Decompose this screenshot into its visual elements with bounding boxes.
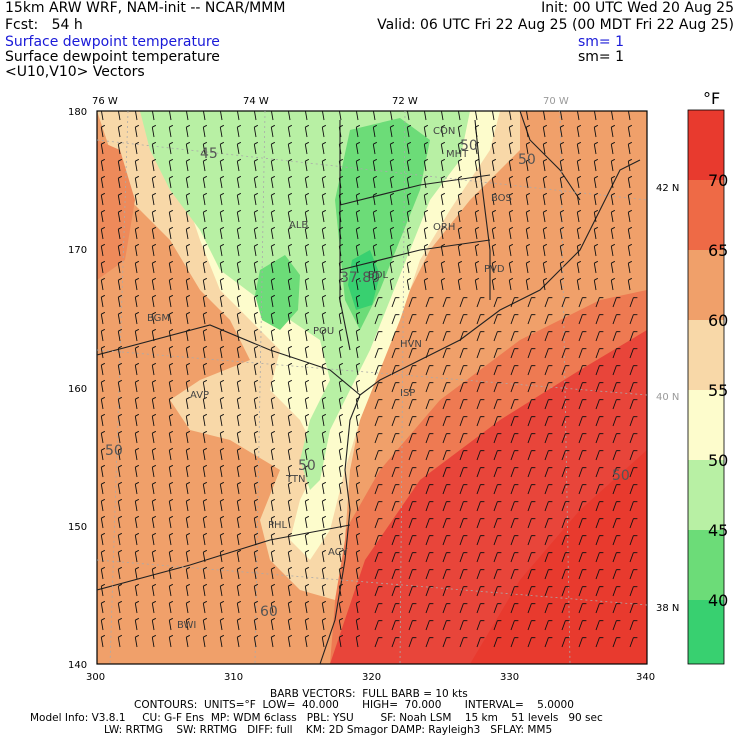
city-label: BOS <box>491 193 512 204</box>
forecast-hour: Fcst: 54 h <box>5 17 83 33</box>
city-label: AVP <box>190 390 209 401</box>
city-label: BDL <box>368 270 389 281</box>
colorbar-swatch <box>688 320 724 390</box>
contour-label: 50 <box>105 443 123 459</box>
contour-labels: 45 50 50 50 50 50 37.80 60 <box>105 138 630 620</box>
y-tick: 170 <box>68 245 87 256</box>
y-tick: 140 <box>68 660 87 671</box>
lon-label: 72 W <box>392 96 418 107</box>
colorbar-label: 55 <box>708 381 728 400</box>
colorbar-label: 40 <box>708 591 728 610</box>
lat-label: 38 N <box>656 603 679 614</box>
model-info: Model Info: V3.8.1 CU: G-F Ens MP: WDM 6… <box>30 712 603 724</box>
valid-time: Valid: 06 UTC Fri 22 Aug 25 (00 MDT Fri … <box>377 17 734 33</box>
x-tick: 310 <box>224 672 243 683</box>
city-label: ORH <box>433 222 455 233</box>
x-tick: 320 <box>362 672 381 683</box>
field1-smoothing: sm= 1 <box>578 34 625 50</box>
contour-label: 50 <box>460 138 478 154</box>
contour-label: 50 <box>298 458 316 474</box>
city-label: BGM <box>147 313 170 324</box>
field2-smoothing: sm= 1 <box>578 49 625 65</box>
y-tick: 180 <box>68 107 87 118</box>
dewpoint-fill <box>97 111 647 664</box>
lat-label: 42 N <box>656 183 679 194</box>
city-label: PVD <box>484 264 505 275</box>
lon-label: 76 W <box>92 96 118 107</box>
lon-label: 74 W <box>243 96 269 107</box>
city-label: CON <box>433 126 455 137</box>
city-label: POU <box>313 326 334 337</box>
contour-label: 50 <box>612 468 630 484</box>
wind-barb-set <box>100 111 638 648</box>
city-label: ACY <box>328 547 348 558</box>
contour-info: CONTOURS: UNITS=°F LOW= 40.000 HIGH= 70.… <box>134 699 574 711</box>
colorbar-swatch <box>688 390 724 460</box>
colorbar-unit: °F <box>703 89 720 108</box>
x-tick: 340 <box>636 672 655 683</box>
contour-label: 50 <box>518 152 536 168</box>
colorbar-label: 70 <box>708 171 728 190</box>
y-axis: 140 150 160 170 180 <box>68 107 87 671</box>
lat-label: 40 N <box>656 392 679 403</box>
colorbar-label: 50 <box>708 451 728 470</box>
x-axis: 300 310 320 330 340 <box>86 672 655 683</box>
contour-label: 60 <box>260 604 278 620</box>
barb-info: BARB VECTORS: FULL BARB = 10 kts <box>270 688 468 700</box>
city-label: PHL <box>268 520 288 531</box>
colorbar-swatch <box>688 600 724 664</box>
colorbar-swatch <box>688 180 724 250</box>
init-time: Init: 00 UTC Wed 20 Aug 25 <box>541 0 734 16</box>
colorbar-label: 45 <box>708 521 728 540</box>
field2-title: Surface dewpoint temperature <box>5 49 220 65</box>
physics-info: LW: RRTMG SW: RRTMG DIFF: full KM: 2D Sm… <box>104 724 553 736</box>
x-tick: 300 <box>86 672 105 683</box>
colorbar-swatch <box>688 250 724 320</box>
contour-label: 37.80 <box>340 270 380 286</box>
city-label: TTN <box>285 474 306 485</box>
colorbar: °F 70 65 60 55 50 45 40 <box>687 89 728 665</box>
city-label: BWI <box>177 620 196 631</box>
colorbar-swatch <box>688 530 724 600</box>
city-label: MHT <box>446 149 469 160</box>
field3-title: <U10,V10> Vectors <box>5 64 145 80</box>
city-label: HVN <box>400 339 422 350</box>
colorbar-swatch <box>688 110 724 180</box>
model-title: 15km ARW WRF, NAM-init -- NCAR/MMM <box>5 0 286 16</box>
city-labels: CON MHT ALB ORH BOS PVD BDL POU HVN BGM … <box>147 126 512 631</box>
y-tick: 160 <box>68 384 87 395</box>
wind-barbs <box>100 111 638 648</box>
colorbar-swatch <box>688 460 724 530</box>
contour-label: 45 <box>200 146 218 162</box>
lon-label: 70 W <box>543 96 569 107</box>
city-label: ISP <box>400 388 415 399</box>
colorbar-label: 65 <box>708 241 728 260</box>
x-tick: 330 <box>500 672 519 683</box>
city-label: ALB <box>289 220 308 231</box>
y-tick: 150 <box>68 522 87 533</box>
map-border <box>96 110 648 665</box>
field1-title: Surface dewpoint temperature <box>5 34 220 50</box>
colorbar-label: 60 <box>708 311 728 330</box>
